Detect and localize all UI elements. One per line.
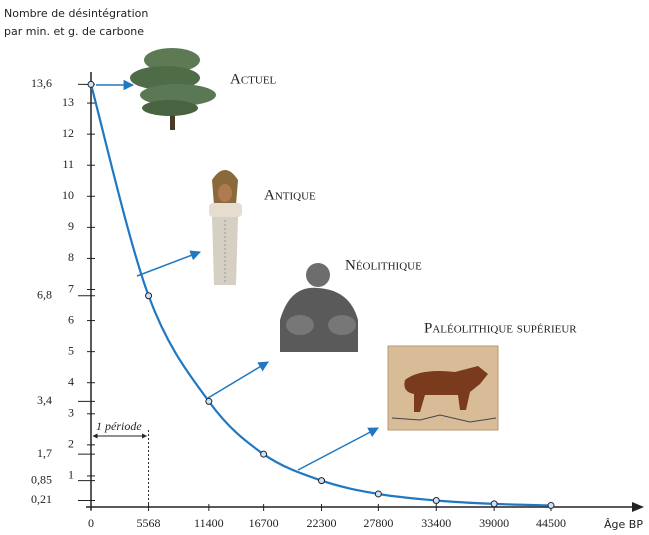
period-label: 1 période bbox=[96, 419, 142, 433]
x-tick-label: 22300 bbox=[307, 516, 337, 530]
mummy-image bbox=[209, 170, 242, 285]
axis-arrow bbox=[632, 502, 644, 512]
y-tick-label: 5 bbox=[68, 343, 74, 357]
y-tick-label: 2 bbox=[68, 437, 74, 451]
y-axis-label: par min. et g. de carbone bbox=[4, 25, 144, 38]
data-point bbox=[205, 397, 213, 405]
decay-curve bbox=[89, 84, 552, 507]
x-tick-label: 11400 bbox=[194, 516, 224, 530]
y-tick-label: 7 bbox=[68, 281, 74, 295]
y-major-tick-label: 0,21 bbox=[31, 492, 52, 506]
y-tick-label: 11 bbox=[62, 157, 74, 171]
y-tick-label: 10 bbox=[62, 188, 74, 202]
annotation: Antique bbox=[264, 187, 316, 203]
y-major-tick-label: 3,4 bbox=[37, 393, 52, 407]
x-tick-label: 5568 bbox=[137, 516, 161, 530]
y-tick-label: 13 bbox=[62, 95, 74, 109]
y-tick-label: 1 bbox=[68, 468, 74, 482]
statue-image bbox=[280, 263, 358, 352]
y-major-tick-label: 6,8 bbox=[37, 287, 52, 301]
x-tick-label: 44500 bbox=[536, 516, 566, 530]
y-tick-label: 9 bbox=[68, 219, 74, 233]
y-axis-label: Nombre de désintégration bbox=[4, 7, 148, 20]
x-tick-label: 39000 bbox=[479, 516, 509, 530]
x-tick-label: 33400 bbox=[421, 516, 451, 530]
data-point bbox=[490, 500, 498, 508]
x-tick-label: 0 bbox=[88, 516, 94, 530]
data-point bbox=[547, 501, 555, 509]
annotation: Néolithique bbox=[345, 257, 422, 273]
data-point bbox=[374, 490, 382, 498]
x-axis-label: Âge BP bbox=[604, 518, 643, 531]
data-point bbox=[318, 477, 326, 485]
y-tick-label: 12 bbox=[62, 126, 74, 140]
y-tick-label: 4 bbox=[68, 374, 74, 388]
y-major-tick-label: 0,85 bbox=[31, 472, 52, 486]
annotation: Paléolithique supérieur bbox=[424, 320, 577, 336]
tree-image bbox=[130, 48, 216, 130]
cave-painting-image bbox=[387, 345, 499, 431]
y-tick-label: 3 bbox=[68, 406, 74, 420]
data-point bbox=[87, 80, 95, 88]
data-point bbox=[260, 450, 268, 458]
y-tick-label: 8 bbox=[68, 250, 74, 264]
pointer-arrows bbox=[96, 79, 379, 471]
x-tick-label: 27800 bbox=[363, 516, 393, 530]
data-point bbox=[432, 496, 440, 504]
y-major-tick-label: 13,6 bbox=[31, 76, 52, 90]
x-tick-label: 16700 bbox=[249, 516, 279, 530]
data-point bbox=[145, 292, 153, 300]
annotation: Actuel bbox=[230, 71, 277, 87]
y-tick-label: 6 bbox=[68, 312, 74, 326]
y-major-tick-label: 1,7 bbox=[37, 446, 52, 460]
